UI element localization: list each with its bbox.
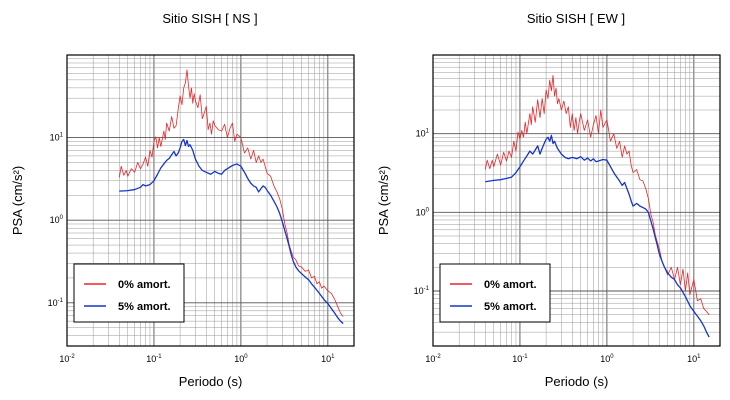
- chart-title: Sitio SISH [ NS ]: [162, 11, 257, 26]
- y-tick-label: 101: [416, 129, 430, 139]
- chart-panel-1: 10-2 10-1 100 101 10-1 100 101 Sitio SISH [ NS …: [10, 11, 355, 389]
- x-tick-label: 10-2: [59, 354, 75, 364]
- legend-label: 0% amort.: [484, 279, 537, 291]
- series-line-blue: [119, 138, 344, 325]
- y-tick-label: 100: [50, 215, 64, 225]
- plot-frame: [66, 54, 355, 347]
- chart-title: Sitio SISH [ EW ]: [527, 11, 625, 26]
- x-tick-label: 10-1: [512, 354, 528, 364]
- y-tick-label: 10-1: [414, 286, 430, 296]
- y-axis-label: PSA (cm/s²): [376, 166, 391, 235]
- legend: 0% amort. 5% amort.: [439, 263, 551, 323]
- x-tick-label: 101: [687, 354, 701, 364]
- y-tick-label: 10-1: [48, 298, 64, 308]
- x-tick-label: 100: [234, 354, 248, 364]
- y-tick-label: 100: [416, 207, 430, 217]
- legend-label: 0% amort.: [118, 279, 171, 291]
- x-tick-label: 101: [321, 354, 335, 364]
- x-tick-label: 10-2: [425, 354, 441, 364]
- x-tick-label: 10-1: [146, 354, 162, 364]
- x-axis-label: Periodo (s): [179, 374, 243, 389]
- legend-box: [439, 263, 551, 323]
- x-axis-label: Periodo (s): [545, 374, 609, 389]
- legend-label: 5% amort.: [484, 301, 537, 313]
- legend-label: 5% amort.: [118, 301, 171, 313]
- chart-panel-2: 10-2 10-1 100 101 10-1 100 101 Sitio SISH [ EW …: [376, 11, 721, 389]
- series-line-red: [118, 69, 344, 317]
- plot-frame: [432, 54, 721, 347]
- legend: 0% amort. 5% amort.: [73, 263, 185, 323]
- y-axis-label: PSA (cm/s²): [10, 166, 25, 235]
- legend-box: [73, 263, 185, 323]
- x-tick-label: 100: [600, 354, 614, 364]
- y-tick-label: 101: [50, 133, 64, 143]
- series-line-blue: [485, 134, 710, 338]
